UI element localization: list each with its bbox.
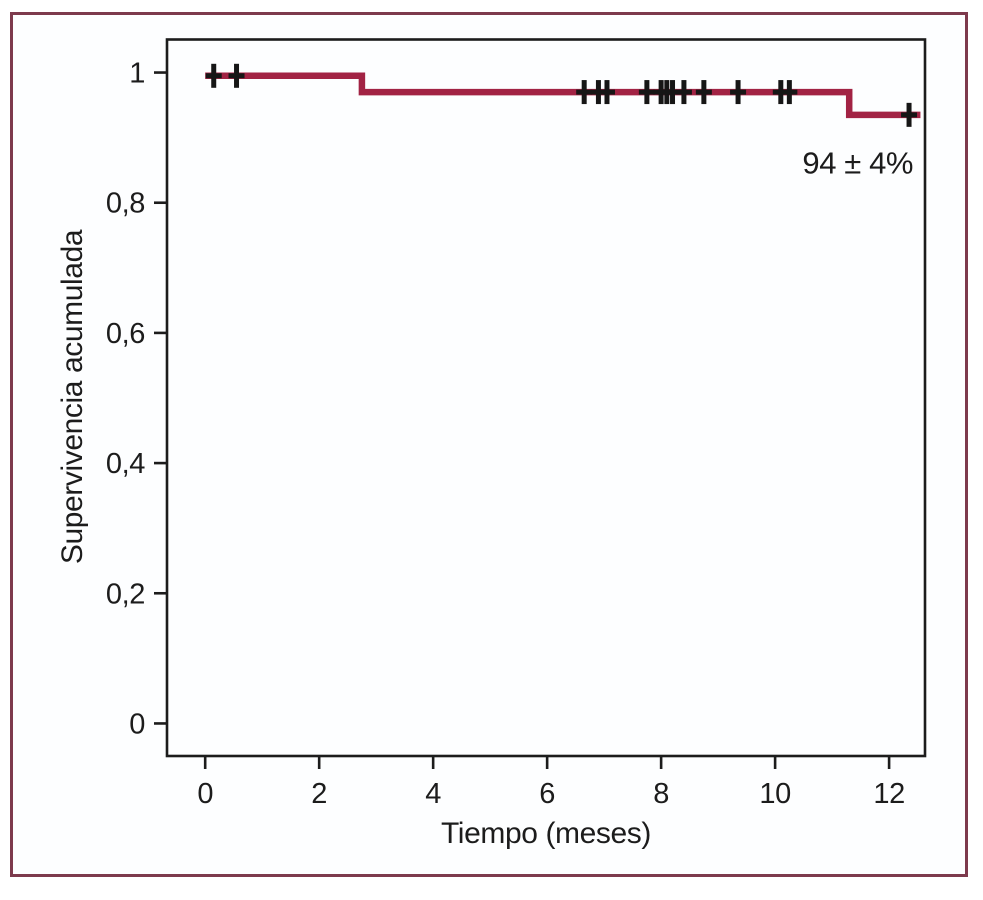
y-tick-label: 1 [129, 58, 145, 90]
axis-ticks-layer: 0 2 4 6 8 10 12 0 0,2 0,4 0,6 0,8 1 [106, 58, 905, 810]
censor-mark [228, 63, 245, 88]
x-tick-label: 4 [425, 778, 441, 810]
censor-mark [901, 102, 918, 127]
x-tick-label: 12 [873, 778, 904, 810]
x-tick-label: 2 [311, 778, 327, 810]
y-tick-label: 0,2 [106, 578, 145, 610]
y-tick-label: 0,8 [106, 188, 145, 220]
x-axis-title: Tiempo (meses) [441, 817, 651, 850]
y-tick-label: 0,4 [106, 448, 145, 480]
x-tick-label: 10 [759, 778, 790, 810]
x-tick-label: 8 [653, 778, 669, 810]
survival-annotation: 94 ± 4% [802, 145, 913, 180]
censor-mark [205, 63, 222, 88]
censor-mark [695, 80, 712, 105]
censor-mark [576, 80, 593, 105]
censor-mark [781, 80, 798, 105]
censor-mark [638, 80, 655, 105]
x-tick-label: 0 [197, 778, 213, 810]
plot-frame [165, 38, 927, 758]
plot-area [205, 63, 921, 127]
y-tick-label: 0 [129, 708, 145, 740]
censor-mark [598, 80, 615, 105]
y-axis-title: Supervivencia acumulada [56, 229, 89, 564]
figure-border [10, 12, 968, 877]
censor-mark [730, 80, 747, 105]
censor-mark [675, 80, 692, 105]
y-tick-label: 0,6 [106, 318, 145, 350]
x-tick-label: 6 [539, 778, 555, 810]
